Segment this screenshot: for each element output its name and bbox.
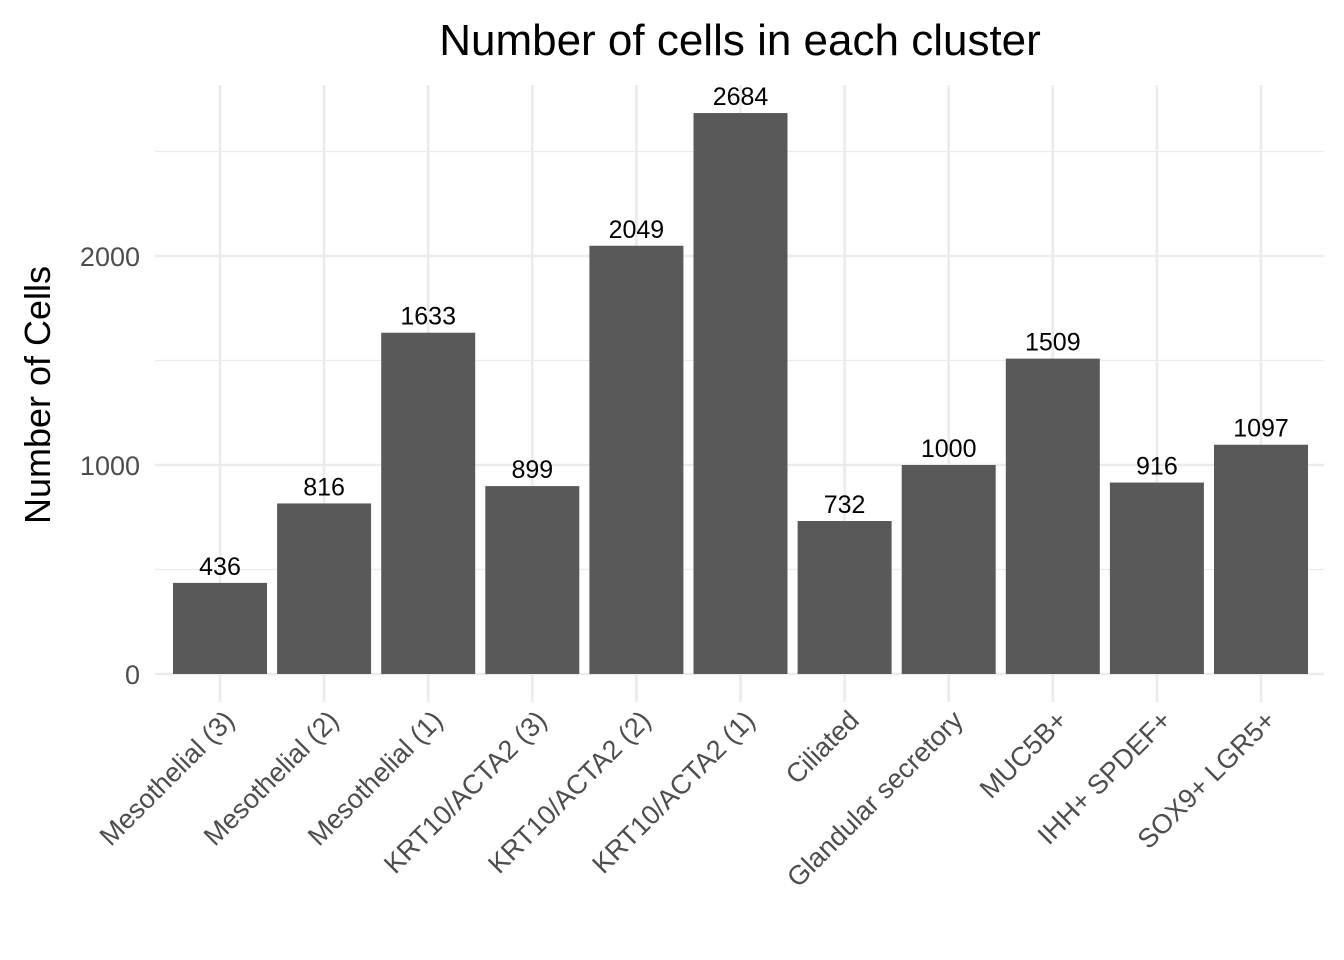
data-label: 916 [1136,453,1178,481]
x-axis-ticks: Mesothelial (3)Mesothelial (2)Mesothelia… [94,705,1281,893]
bar [1109,482,1204,674]
data-label: 2684 [713,83,769,111]
bar [1005,358,1100,674]
x-tick-label: Ciliated [780,705,865,790]
bar [1214,444,1308,674]
x-tick-label: MUC5B+ [974,705,1073,804]
data-label: 2049 [609,216,665,244]
data-label: 1000 [921,435,977,463]
bar [277,503,372,674]
bar [901,465,996,674]
bar [173,582,267,674]
data-labels: 436 816 1633 899 2049 2684 732 1000 1509 916 1097 [199,83,1289,581]
bar [381,332,476,674]
chart-title: Number of cells in each cluster [439,16,1041,65]
bar [589,245,684,674]
bar [797,521,892,674]
data-label: 436 [199,553,241,581]
data-label: 816 [303,473,345,501]
data-label: 1633 [400,303,456,331]
y-tick-label: 0 [125,660,140,690]
y-axis-label: Number of Cells [17,266,58,524]
bar [485,486,580,674]
y-tick-label: 2000 [80,242,140,272]
x-tick-label: Glandular secretory [781,705,969,893]
data-label: 732 [824,491,866,519]
bar [693,113,788,674]
data-label: 1509 [1025,329,1081,357]
data-label: 1097 [1233,415,1289,443]
bars [173,113,1308,674]
y-axis-ticks: 0 1000 2000 [80,242,140,690]
data-label: 899 [511,456,553,484]
y-tick-label: 1000 [80,451,140,481]
